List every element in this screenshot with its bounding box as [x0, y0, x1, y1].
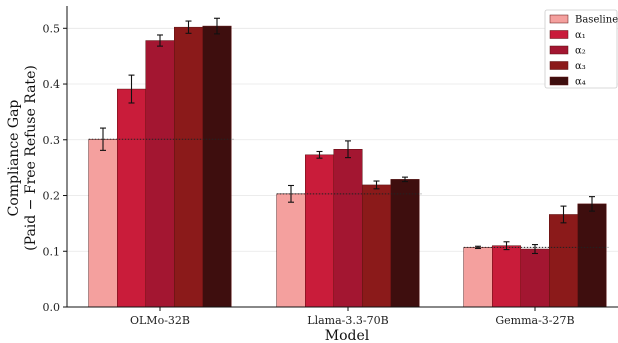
baseline-reference-lines: [88, 138, 609, 248]
legend-swatch: [549, 30, 569, 39]
y-axis-title-line-1: Compliance Gap: [6, 100, 22, 217]
bar: [276, 193, 306, 308]
y-axis-title-line-2: (Paid − Free Refuse Rate): [23, 65, 39, 251]
bar: [174, 26, 203, 308]
bar: [577, 203, 607, 308]
y-tick-label: 0.2: [43, 190, 61, 203]
bar: [390, 179, 420, 308]
legend-swatch: [549, 14, 569, 24]
legend-entry: α₃: [575, 61, 586, 72]
legend: Baseline α₁ α₂ α₃ α₄: [544, 9, 618, 89]
legend-swatch: [549, 45, 569, 55]
y-tick-label: 0.4: [43, 78, 61, 91]
legend-swatch: [549, 61, 569, 70]
y-tick-label: 0.1: [43, 245, 61, 258]
bar: [305, 154, 334, 308]
x-axis-title: Model: [325, 328, 370, 343]
y-tick-label: 0.5: [43, 22, 61, 35]
x-axis-ticks: OLMo-32B Llama-3.3-70B Gemma-3-27B: [130, 307, 575, 327]
axes: [66, 6, 618, 308]
bar: [202, 25, 232, 308]
y-axis-title: Compliance Gap (Paid − Free Refuse Rate): [6, 65, 39, 251]
bar: [333, 149, 363, 308]
bar: [549, 214, 578, 308]
bar: [88, 138, 118, 308]
y-tick-label: 0.3: [43, 134, 61, 147]
bar: [117, 88, 146, 308]
bar: [492, 245, 521, 308]
bar: [520, 248, 550, 308]
x-tick-label: Llama-3.3-70B: [307, 314, 388, 327]
x-tick-label: Gemma-3-27B: [495, 314, 574, 327]
legend-entry: α₂: [575, 46, 586, 57]
error-bars: [100, 17, 595, 255]
legend-swatch: [549, 76, 569, 86]
bar: [362, 184, 391, 308]
y-tick-label: 0.0: [43, 301, 61, 314]
legend-entry: α₁: [575, 30, 586, 41]
bars: [88, 25, 607, 308]
legend-entry: Baseline: [575, 15, 618, 26]
legend-entry: α₄: [575, 77, 586, 88]
bar: [145, 40, 175, 308]
bar: [463, 247, 493, 308]
x-tick-label: OLMo-32B: [130, 314, 190, 327]
y-axis-ticks: 0.0 0.1 0.2 0.3 0.4 0.5: [43, 22, 67, 314]
